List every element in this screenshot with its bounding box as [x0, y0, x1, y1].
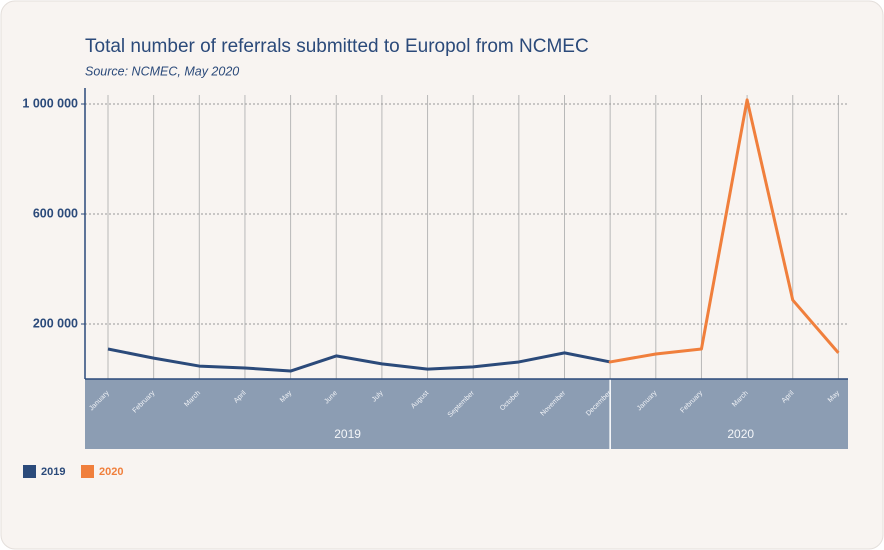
group-label: 2019: [334, 427, 361, 441]
legend-label: 2020: [99, 466, 123, 478]
legend-swatch: [23, 465, 36, 478]
series-line: [107, 347, 611, 373]
y-tick-label: 200 000: [33, 316, 78, 330]
series-line: [655, 98, 840, 356]
y-tick-label: 1 000 000: [22, 96, 78, 110]
legend-label: 2019: [41, 466, 65, 478]
connector: [608, 352, 658, 364]
chart-title: Total number of referrals submitted to E…: [85, 36, 589, 57]
group-label: 2020: [727, 427, 754, 441]
x-band: [85, 379, 848, 449]
y-tick-label: 600 000: [33, 206, 78, 220]
chart-subtitle: Source: NCMEC, May 2020: [85, 64, 239, 78]
legend-swatch: [81, 465, 94, 478]
